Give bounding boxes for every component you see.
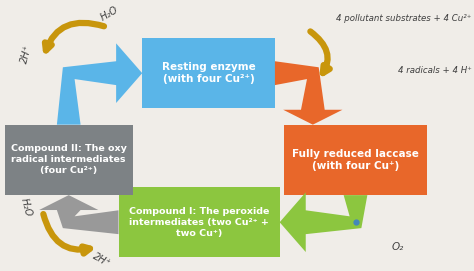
Polygon shape bbox=[57, 43, 142, 125]
Polygon shape bbox=[280, 192, 367, 252]
Polygon shape bbox=[275, 61, 342, 125]
Text: 4 pollutant substrates + 4 Cu²⁺: 4 pollutant substrates + 4 Cu²⁺ bbox=[337, 14, 472, 24]
FancyBboxPatch shape bbox=[142, 38, 275, 108]
Text: O₂: O₂ bbox=[392, 242, 404, 251]
Polygon shape bbox=[39, 195, 118, 234]
FancyBboxPatch shape bbox=[284, 125, 427, 195]
Text: Fully reduced laccase
(with four Cu⁺): Fully reduced laccase (with four Cu⁺) bbox=[292, 149, 419, 171]
Text: 2H⁺: 2H⁺ bbox=[19, 44, 33, 64]
Text: 2H⁺: 2H⁺ bbox=[91, 251, 112, 269]
Text: Compound I: The peroxide
intermediates (two Cu²⁺ +
two Cu⁺): Compound I: The peroxide intermediates (… bbox=[129, 207, 269, 238]
Text: Compound II: The oxy
radical intermediates
(four Cu²⁺): Compound II: The oxy radical intermediat… bbox=[11, 144, 127, 176]
Text: 4 radicals + 4 H⁺: 4 radicals + 4 H⁺ bbox=[398, 66, 472, 75]
FancyBboxPatch shape bbox=[5, 125, 133, 195]
FancyBboxPatch shape bbox=[118, 187, 280, 257]
Text: Resting enzyme
(with four Cu²⁺): Resting enzyme (with four Cu²⁺) bbox=[162, 62, 255, 84]
Text: H₂O: H₂O bbox=[98, 5, 120, 22]
Text: H₂O: H₂O bbox=[19, 197, 33, 218]
